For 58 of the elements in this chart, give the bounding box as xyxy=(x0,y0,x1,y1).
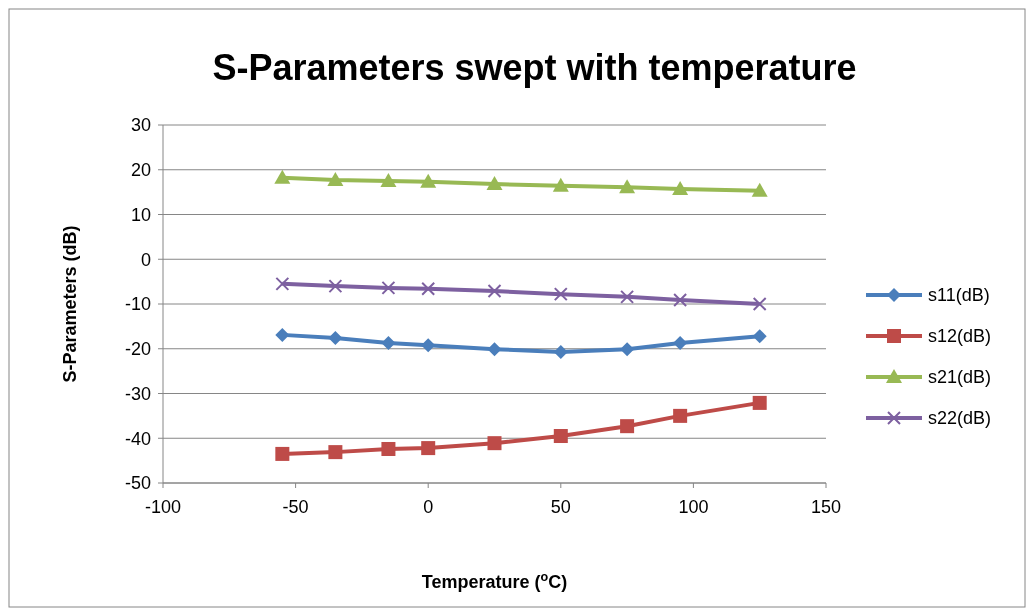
y-axis-title: S-Parameters (dB) xyxy=(60,225,80,383)
y-tick-label: 20 xyxy=(130,160,151,181)
point xyxy=(553,429,568,444)
point xyxy=(487,342,502,357)
point xyxy=(421,441,436,456)
point xyxy=(327,172,344,187)
legend-label: s22(dB) xyxy=(928,408,992,429)
y-tick-label: -40 xyxy=(124,428,151,449)
point xyxy=(274,169,291,184)
point xyxy=(620,289,635,304)
point xyxy=(381,441,396,456)
point xyxy=(553,344,568,359)
point xyxy=(421,338,436,353)
point xyxy=(380,172,397,187)
point xyxy=(275,446,290,461)
point xyxy=(673,335,688,350)
point xyxy=(673,408,688,423)
point xyxy=(420,173,437,188)
y-tick-label: -30 xyxy=(124,383,151,404)
y-tick-label: 0 xyxy=(140,249,151,270)
point xyxy=(620,419,635,434)
point xyxy=(381,335,396,350)
point xyxy=(620,342,635,357)
y-tick-label: -10 xyxy=(124,294,151,315)
point xyxy=(552,177,569,192)
x-axis-title: Temperature ($^{o}$C) xyxy=(421,570,568,592)
point xyxy=(487,436,502,451)
point xyxy=(619,179,636,194)
y-tick-label: -20 xyxy=(124,339,151,360)
point xyxy=(752,297,767,311)
x-tick-label: -50 xyxy=(282,497,309,517)
legend-label: s11(dB) xyxy=(928,285,990,306)
y-tick-label: 10 xyxy=(130,204,151,225)
point xyxy=(672,180,689,195)
legend-label: s12(dB) xyxy=(928,326,992,347)
point xyxy=(751,182,768,197)
point xyxy=(486,176,503,191)
x-tick-label: -100 xyxy=(144,497,182,517)
point xyxy=(381,280,396,295)
y-tick-label: -50 xyxy=(124,473,151,494)
point xyxy=(328,445,343,460)
x-tick-label: 100 xyxy=(678,497,709,517)
point xyxy=(275,276,290,291)
point xyxy=(328,331,343,346)
point xyxy=(553,287,568,302)
legend-label: s21(dB) xyxy=(928,367,992,388)
point xyxy=(421,281,436,296)
point xyxy=(275,327,290,342)
point xyxy=(673,292,688,307)
point xyxy=(487,284,502,299)
chart-title: S-Parameters swept with temperature xyxy=(212,47,857,88)
x-tick-label: 0 xyxy=(423,497,434,517)
y-tick-label: 30 xyxy=(130,115,151,136)
point xyxy=(328,279,343,294)
x-tick-label: 50 xyxy=(550,497,571,517)
x-tick-label: 150 xyxy=(810,497,842,517)
point xyxy=(752,395,767,410)
point xyxy=(752,329,767,344)
